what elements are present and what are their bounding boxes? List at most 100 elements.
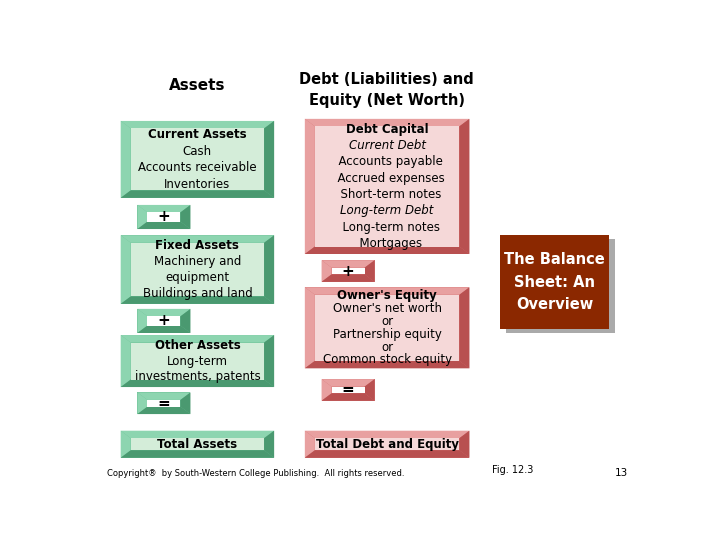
Text: =: = xyxy=(158,396,171,411)
Text: Other Assets: Other Assets xyxy=(155,339,240,352)
Text: Current Debt: Current Debt xyxy=(348,139,426,152)
FancyBboxPatch shape xyxy=(138,205,190,229)
Polygon shape xyxy=(121,380,274,387)
FancyBboxPatch shape xyxy=(305,287,469,368)
Polygon shape xyxy=(121,121,274,129)
Polygon shape xyxy=(322,260,332,282)
Text: Debt (Liabilities) and
Equity (Net Worth): Debt (Liabilities) and Equity (Net Worth… xyxy=(300,72,474,108)
FancyBboxPatch shape xyxy=(322,260,374,282)
FancyBboxPatch shape xyxy=(138,393,190,414)
Polygon shape xyxy=(264,335,274,387)
Text: Short-term notes: Short-term notes xyxy=(333,188,441,201)
FancyBboxPatch shape xyxy=(131,129,264,191)
Text: Copyright®  by South-Western College Publishing.  All rights reserved.: Copyright® by South-Western College Publ… xyxy=(107,469,404,477)
FancyBboxPatch shape xyxy=(505,239,615,333)
Polygon shape xyxy=(364,260,374,282)
Polygon shape xyxy=(181,205,190,229)
Polygon shape xyxy=(305,119,315,254)
Text: =: = xyxy=(342,382,354,397)
Polygon shape xyxy=(138,205,148,229)
FancyBboxPatch shape xyxy=(332,387,364,393)
Polygon shape xyxy=(305,287,315,368)
Polygon shape xyxy=(138,309,190,316)
Polygon shape xyxy=(121,431,274,438)
Polygon shape xyxy=(181,393,190,414)
Polygon shape xyxy=(305,287,469,295)
Polygon shape xyxy=(121,235,274,243)
Text: Inventories: Inventories xyxy=(164,178,230,191)
Polygon shape xyxy=(305,450,469,458)
Text: Partnership equity: Partnership equity xyxy=(333,328,441,341)
FancyBboxPatch shape xyxy=(148,316,181,326)
Text: Machinery and: Machinery and xyxy=(154,255,241,268)
Polygon shape xyxy=(138,407,190,414)
FancyBboxPatch shape xyxy=(131,342,264,380)
Polygon shape xyxy=(121,191,274,198)
Text: equipment: equipment xyxy=(166,271,230,284)
Polygon shape xyxy=(121,235,131,304)
FancyBboxPatch shape xyxy=(315,438,459,450)
Text: Long-term notes: Long-term notes xyxy=(335,221,440,234)
Polygon shape xyxy=(264,431,274,458)
Polygon shape xyxy=(121,335,274,342)
Text: Mortgages: Mortgages xyxy=(352,237,422,250)
Polygon shape xyxy=(459,287,469,368)
Text: +: + xyxy=(158,210,171,225)
Polygon shape xyxy=(364,379,374,401)
Polygon shape xyxy=(322,260,374,268)
FancyBboxPatch shape xyxy=(332,268,364,274)
Text: +: + xyxy=(158,313,171,328)
Polygon shape xyxy=(121,335,131,387)
Text: Owner's net worth: Owner's net worth xyxy=(333,302,441,315)
Polygon shape xyxy=(138,326,190,333)
Text: Owner's Equity: Owner's Equity xyxy=(337,289,437,302)
Text: Cash: Cash xyxy=(183,145,212,158)
FancyBboxPatch shape xyxy=(305,119,469,254)
Text: Accounts payable: Accounts payable xyxy=(331,156,443,168)
FancyBboxPatch shape xyxy=(131,243,264,296)
Polygon shape xyxy=(305,361,469,368)
Polygon shape xyxy=(138,205,190,212)
Polygon shape xyxy=(121,296,274,304)
Text: Buildings and land: Buildings and land xyxy=(143,287,252,300)
Polygon shape xyxy=(322,393,374,401)
FancyBboxPatch shape xyxy=(121,431,274,458)
Polygon shape xyxy=(305,246,469,254)
Polygon shape xyxy=(121,121,131,198)
Text: Debt Capital: Debt Capital xyxy=(346,123,428,136)
Text: investments, patents: investments, patents xyxy=(135,370,261,383)
Polygon shape xyxy=(138,221,190,229)
Polygon shape xyxy=(322,379,332,401)
FancyBboxPatch shape xyxy=(315,126,459,246)
Text: Total Assets: Total Assets xyxy=(158,438,238,451)
Text: Current Assets: Current Assets xyxy=(148,128,247,141)
Polygon shape xyxy=(459,431,469,458)
Polygon shape xyxy=(322,379,374,387)
FancyBboxPatch shape xyxy=(305,431,469,458)
Text: +: + xyxy=(342,264,354,279)
Text: Accrued expenses: Accrued expenses xyxy=(330,172,444,185)
Text: The Balance
Sheet: An
Overview: The Balance Sheet: An Overview xyxy=(504,252,605,312)
FancyBboxPatch shape xyxy=(315,295,459,361)
Text: Fixed Assets: Fixed Assets xyxy=(156,239,239,252)
Text: Fig. 12.3: Fig. 12.3 xyxy=(492,465,533,475)
Polygon shape xyxy=(264,121,274,198)
Polygon shape xyxy=(138,393,148,414)
Polygon shape xyxy=(138,309,148,333)
Polygon shape xyxy=(305,431,469,438)
FancyBboxPatch shape xyxy=(121,235,274,304)
Text: Common stock equity: Common stock equity xyxy=(323,354,451,367)
Polygon shape xyxy=(305,119,469,126)
Polygon shape xyxy=(138,393,190,400)
Polygon shape xyxy=(264,235,274,304)
FancyBboxPatch shape xyxy=(131,438,264,450)
Text: Long-term: Long-term xyxy=(167,355,228,368)
Polygon shape xyxy=(121,450,274,458)
FancyBboxPatch shape xyxy=(138,309,190,333)
FancyBboxPatch shape xyxy=(322,379,374,401)
Text: or: or xyxy=(381,315,393,328)
FancyBboxPatch shape xyxy=(121,335,274,387)
Text: Accounts receivable: Accounts receivable xyxy=(138,161,257,174)
Text: Assets: Assets xyxy=(169,78,225,93)
FancyBboxPatch shape xyxy=(121,121,274,198)
